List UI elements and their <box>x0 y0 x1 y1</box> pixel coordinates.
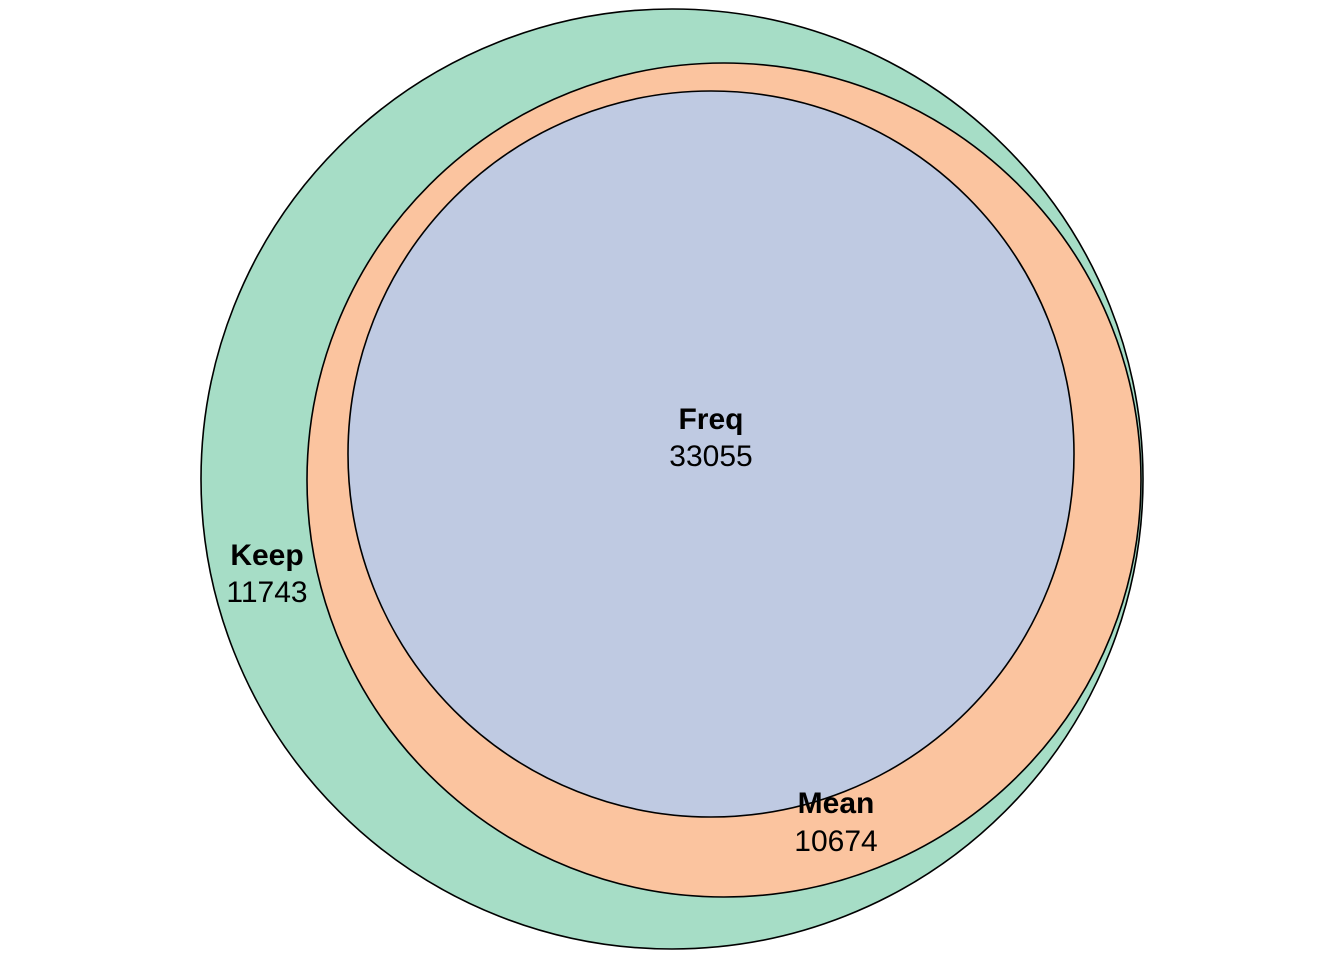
set-mean-name: Mean <box>798 787 875 820</box>
set-freq-name: Freq <box>678 403 743 436</box>
set-freq-circle <box>347 90 1075 818</box>
set-freq-count: 33055 <box>669 440 752 473</box>
set-keep-count: 11743 <box>226 576 307 609</box>
set-mean-count: 10674 <box>794 825 877 858</box>
set-keep-name: Keep <box>230 539 303 572</box>
